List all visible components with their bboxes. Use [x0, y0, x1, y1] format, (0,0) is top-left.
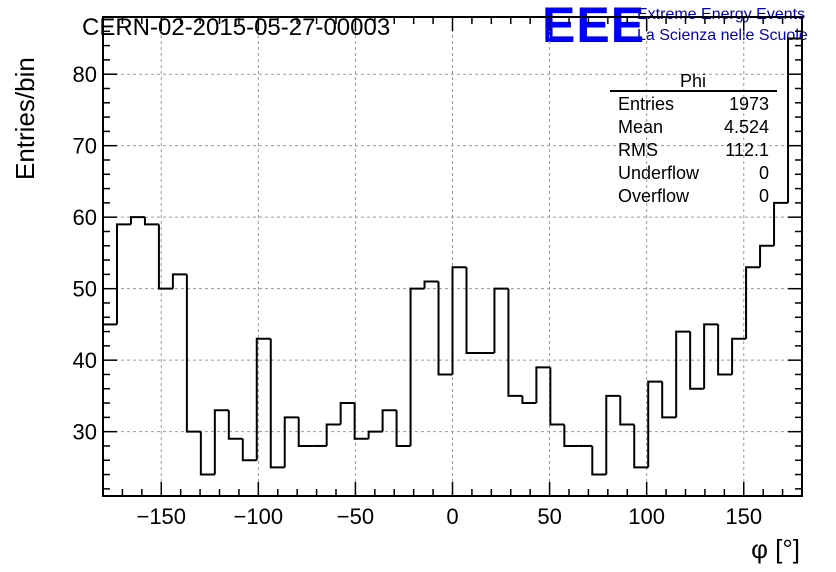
- histogram-bin-10: [241, 438, 257, 462]
- histogram-bin-33: [563, 424, 579, 447]
- x-tick-label-1: −100: [234, 504, 284, 529]
- histogram-bin-45: [731, 337, 747, 375]
- x-tick-label-2: −50: [337, 504, 374, 529]
- histogram-bin-43: [703, 323, 719, 389]
- histogram-bin-9: [227, 410, 243, 440]
- x-tick-label-3: 0: [446, 504, 458, 529]
- histogram-bin-38: [633, 424, 649, 469]
- histogram-bin-37: [619, 395, 635, 426]
- y-tick-label-5: 80: [73, 62, 97, 87]
- stats-box: Phi Entries 1973 Mean 4.524 RMS 112.1 Un…: [610, 71, 777, 206]
- x-tick-label-4: 50: [537, 504, 561, 529]
- histogram-bin-47: [759, 244, 775, 268]
- histogram-bin-30: [521, 395, 537, 405]
- histogram-bin-3: [143, 217, 159, 226]
- stats-value-entries: 1973: [729, 94, 769, 114]
- stats-value-mean: 4.524: [724, 117, 769, 137]
- histogram-bin-28: [493, 287, 509, 354]
- histogram-series: [103, 37, 802, 476]
- histogram-bin-4: [157, 224, 173, 290]
- histogram-bin-22: [409, 287, 425, 446]
- histogram-bin-2: [129, 216, 145, 225]
- x-axis-label: φ [°]: [751, 534, 800, 564]
- histogram-bin-46: [745, 266, 761, 339]
- histogram-bin-16: [325, 423, 341, 446]
- histogram-bin-19: [367, 430, 383, 439]
- stats-value-overflow: 0: [759, 186, 769, 206]
- y-tick-label-3: 60: [73, 205, 97, 230]
- histogram-bin-14: [297, 417, 313, 447]
- histogram-bin-44: [717, 324, 733, 376]
- histogram-bin-36: [605, 394, 621, 475]
- stats-label-mean: Mean: [618, 117, 663, 137]
- histogram-bin-41: [675, 330, 691, 418]
- y-tick-label-1: 40: [73, 348, 97, 373]
- x-tick-label-6: 150: [725, 504, 762, 529]
- histogram-bin-49: [787, 37, 802, 203]
- x-tick-label-0: −150: [136, 504, 186, 529]
- eee-logo: EEE Extreme Energy Events La Scienza nel…: [542, 0, 808, 53]
- histogram-bin-11: [255, 337, 271, 461]
- histogram-bin-25: [451, 266, 467, 375]
- histogram-bin-12: [269, 338, 285, 469]
- histogram-bin-31: [535, 366, 551, 404]
- histogram-bin-8: [213, 409, 229, 475]
- stats-label-overflow: Overflow: [618, 186, 690, 206]
- y-tick-label-2: 50: [73, 277, 97, 302]
- logo-line-1: Extreme Energy Events: [637, 6, 805, 23]
- histogram-bin-1: [115, 223, 131, 325]
- grid: [103, 17, 802, 496]
- stats-label-entries: Entries: [618, 94, 674, 114]
- stats-value-underflow: 0: [759, 163, 769, 183]
- histogram-bin-24: [437, 281, 453, 376]
- logo-line-2: La Scienza nelle Scuole: [637, 27, 808, 44]
- y-axis-ticks: 30 40 50 60 70 80: [73, 16, 802, 490]
- histogram-bin-26: [465, 267, 481, 355]
- histogram-bin-48: [773, 201, 789, 246]
- histogram-bin-40: [661, 381, 677, 419]
- histogram-bin-29: [507, 288, 523, 397]
- histogram-bin-13: [283, 416, 299, 468]
- stats-label-rms: RMS: [618, 140, 658, 160]
- chart-title: CERN-02-2015-05-27-00003: [82, 14, 390, 41]
- y-tick-label-4: 70: [73, 134, 97, 159]
- stats-label-underflow: Underflow: [618, 163, 700, 183]
- y-axis-label: Entries/bin: [10, 57, 40, 180]
- histogram-bin-20: [381, 409, 397, 432]
- y-tick-label-0: 30: [73, 420, 97, 445]
- histogram-bin-21: [395, 410, 411, 447]
- histogram-bin-32: [549, 367, 565, 426]
- histogram-bin-18: [353, 403, 369, 440]
- histogram-bin-17: [339, 402, 355, 425]
- stats-value-rms: 112.1: [725, 140, 769, 160]
- histogram-bin-6: [185, 274, 201, 433]
- logo-mark: EEE: [542, 0, 645, 53]
- histogram-bin-5: [171, 273, 187, 289]
- x-tick-label-5: 100: [628, 504, 665, 529]
- x-axis-ticks: −150 −100 −50 0 50 100 150: [102, 17, 803, 529]
- histogram-bin-7: [199, 431, 215, 476]
- stats-title: Phi: [680, 71, 706, 91]
- histogram-bin-35: [591, 445, 607, 476]
- histogram-bin-42: [689, 331, 705, 390]
- histogram-bin-23: [423, 280, 439, 289]
- histogram-bin-39: [647, 380, 663, 468]
